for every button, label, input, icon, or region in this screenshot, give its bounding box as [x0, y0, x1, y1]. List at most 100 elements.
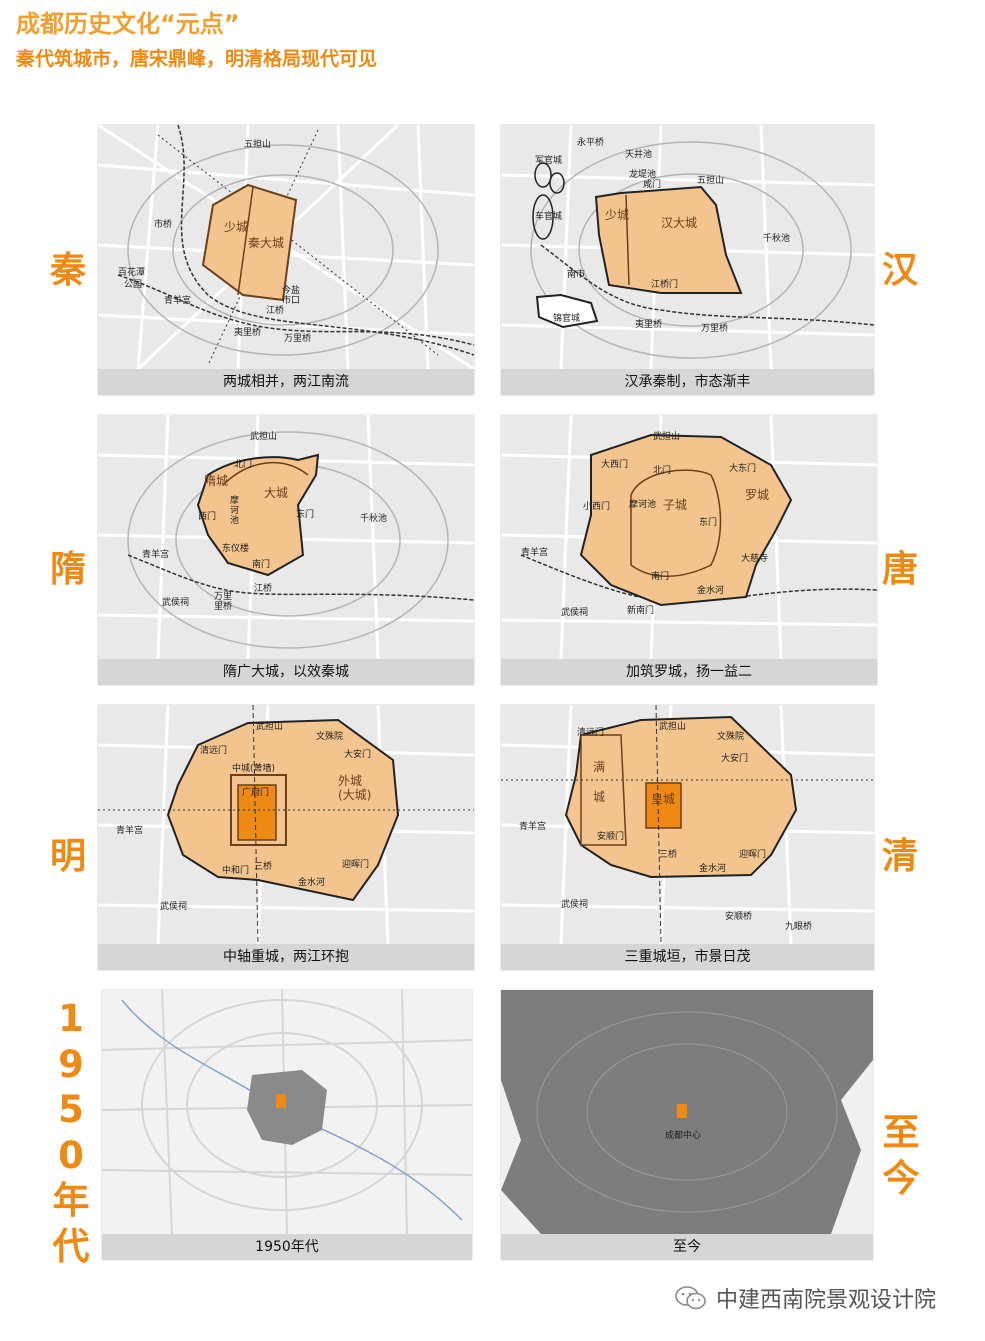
svg-text:诃: 诃 [230, 504, 239, 516]
svg-text:东仪楼: 东仪楼 [222, 542, 249, 554]
era-label-han: 汉 [882, 250, 919, 291]
era-label-today: 至今 [882, 1111, 920, 1200]
caption-sui: 隋广大城，以效秦城 [98, 659, 474, 685]
caption-1950s: 1950年代 [102, 1234, 472, 1260]
era-label-qin: 秦 [50, 250, 87, 291]
svg-text:大东门: 大东门 [729, 462, 756, 474]
ming-map: 外城 (大城) 武担山 清远门 文殊院 大安门 中城(萧墙) 广府门 青羊宫 中… [98, 705, 474, 944]
tang-map: 子城 罗城 武担山 大西门 北门 小西门 摩诃池 东门 大东门 青羊宫 南门 大… [501, 415, 877, 659]
era-label-sui: 隋 [50, 549, 87, 590]
svg-text:武侯祠: 武侯祠 [561, 606, 588, 618]
svg-text:少城: 少城 [605, 208, 629, 222]
han-city-boundary [594, 185, 743, 294]
svg-text:汉大城: 汉大城 [661, 216, 697, 230]
svg-text:公园: 公园 [124, 279, 142, 290]
svg-text:武担山: 武担山 [653, 430, 680, 442]
svg-text:武担山: 武担山 [659, 720, 686, 732]
svg-text:安顺门: 安顺门 [597, 830, 624, 842]
urban-area-1950s [247, 1070, 327, 1145]
svg-text:万里桥: 万里桥 [284, 332, 311, 344]
svg-text:千秋池: 千秋池 [763, 232, 790, 244]
svg-text:池: 池 [230, 514, 239, 526]
svg-text:南门: 南门 [651, 570, 669, 582]
svg-text:大西门: 大西门 [601, 458, 628, 470]
svg-text:武担山: 武担山 [256, 720, 283, 732]
svg-text:五担山: 五担山 [697, 174, 724, 186]
watermark-text: 中建西南院景观设计院 [716, 1288, 937, 1313]
svg-text:五担山: 五担山 [244, 138, 271, 150]
svg-text:西门: 西门 [198, 510, 216, 522]
map-panel-sui: 隋城 大城 武担山 北门 摩诃池 西门 东门 千秋池 东仪楼 青羊宫 南门 武侯… [98, 415, 474, 685]
map-panel-han: 少城 汉大城 永平桥 天井池 龙堤池 咸门 五担山 军官城 车官城 千秋池 南市… [501, 125, 874, 395]
svg-text:市桥: 市桥 [154, 218, 172, 230]
svg-text:少城: 少城 [224, 220, 248, 234]
qin-city-boundary [201, 183, 298, 302]
svg-text:武担山: 武担山 [250, 430, 277, 442]
svg-text:中城(萧墙): 中城(萧墙) [232, 762, 275, 774]
svg-text:武侯祠: 武侯祠 [160, 900, 187, 912]
svg-text:永平桥: 永平桥 [577, 136, 604, 148]
svg-text:金水河: 金水河 [699, 862, 726, 874]
svg-text:青羊宫: 青羊宫 [521, 546, 548, 558]
caption-qing: 三重城垣，市景日茂 [501, 944, 874, 970]
era-label-1950s: 1950年代 [52, 997, 90, 1268]
qing-manchu-city [580, 734, 627, 846]
map-panel-today: 成都中心 至今 [501, 990, 873, 1260]
svg-text:三桥: 三桥 [659, 848, 677, 860]
svg-text:市口: 市口 [282, 294, 300, 306]
svg-text:今盐: 今盐 [282, 284, 300, 296]
svg-text:车官城: 车官城 [535, 210, 562, 222]
han-map: 少城 汉大城 永平桥 天井池 龙堤池 咸门 五担山 军官城 车官城 千秋池 南市… [501, 125, 874, 369]
svg-text:北门: 北门 [653, 464, 671, 476]
svg-text:千秋池: 千秋池 [360, 512, 387, 524]
svg-text:夷里桥: 夷里桥 [635, 318, 662, 330]
era-label-qing: 清 [882, 836, 919, 877]
era-label-ming: 明 [50, 836, 87, 877]
svg-text:江桥: 江桥 [254, 582, 272, 594]
map-panel-tang: 子城 罗城 武担山 大西门 北门 小西门 摩诃池 东门 大东门 青羊宫 南门 大… [501, 415, 877, 685]
svg-text:万里: 万里 [214, 591, 232, 602]
tang-luocheng-boundary [579, 433, 793, 607]
svg-text:子城: 子城 [663, 498, 687, 512]
svg-text:清远门: 清远门 [200, 744, 227, 756]
svg-text:迎晖门: 迎晖门 [739, 848, 766, 860]
svg-text:外城: 外城 [338, 774, 362, 788]
ming-core-rect [237, 784, 277, 841]
svg-text:小西门: 小西门 [583, 500, 610, 512]
svg-text:摩诃池: 摩诃池 [629, 498, 656, 510]
era-label-tang: 唐 [882, 549, 919, 590]
caption-qin: 两城相并，两江南流 [98, 369, 474, 395]
svg-text:大慈寺: 大慈寺 [741, 552, 768, 564]
svg-text:万里桥: 万里桥 [701, 322, 728, 334]
map-1950s [102, 990, 472, 1234]
svg-text:广府门: 广府门 [242, 786, 269, 798]
svg-text:摩: 摩 [230, 494, 239, 506]
svg-text:青羊宫: 青羊宫 [116, 824, 143, 836]
svg-text:锦官城: 锦官城 [553, 312, 580, 324]
svg-text:里桥: 里桥 [214, 600, 232, 612]
svg-text:大城: 大城 [264, 486, 288, 500]
svg-text:新南门: 新南门 [627, 604, 654, 616]
svg-text:大安门: 大安门 [344, 748, 371, 760]
caption-han: 汉承秦制，市态渐丰 [501, 369, 874, 395]
qing-imperial-city [645, 782, 682, 829]
svg-text:中和门: 中和门 [222, 864, 249, 876]
svg-text:龙堤池: 龙堤池 [629, 168, 656, 180]
svg-text:罗城: 罗城 [745, 488, 769, 502]
caption-tang: 加筑罗城，扬一益二 [501, 659, 877, 685]
svg-text:天井池: 天井池 [625, 148, 652, 160]
svg-text:安顺桥: 安顺桥 [725, 910, 752, 922]
svg-text:夷里桥: 夷里桥 [234, 326, 261, 338]
svg-text:青羊宫: 青羊宫 [142, 548, 169, 560]
caption-today: 至今 [501, 1234, 873, 1260]
city-center-marker-1950s [276, 1094, 286, 1108]
page-title: 成都历史文化“元点” [16, 10, 240, 38]
svg-text:青羊宫: 青羊宫 [519, 820, 546, 832]
svg-text:金水河: 金水河 [697, 584, 724, 596]
svg-text:皇城: 皇城 [651, 792, 675, 806]
svg-text:清远门: 清远门 [577, 726, 604, 738]
svg-text:武侯祠: 武侯祠 [162, 596, 189, 608]
svg-text:文殊院: 文殊院 [717, 730, 744, 742]
center-label: 成都中心 [665, 1129, 701, 1141]
city-center-marker-today [677, 1104, 687, 1118]
